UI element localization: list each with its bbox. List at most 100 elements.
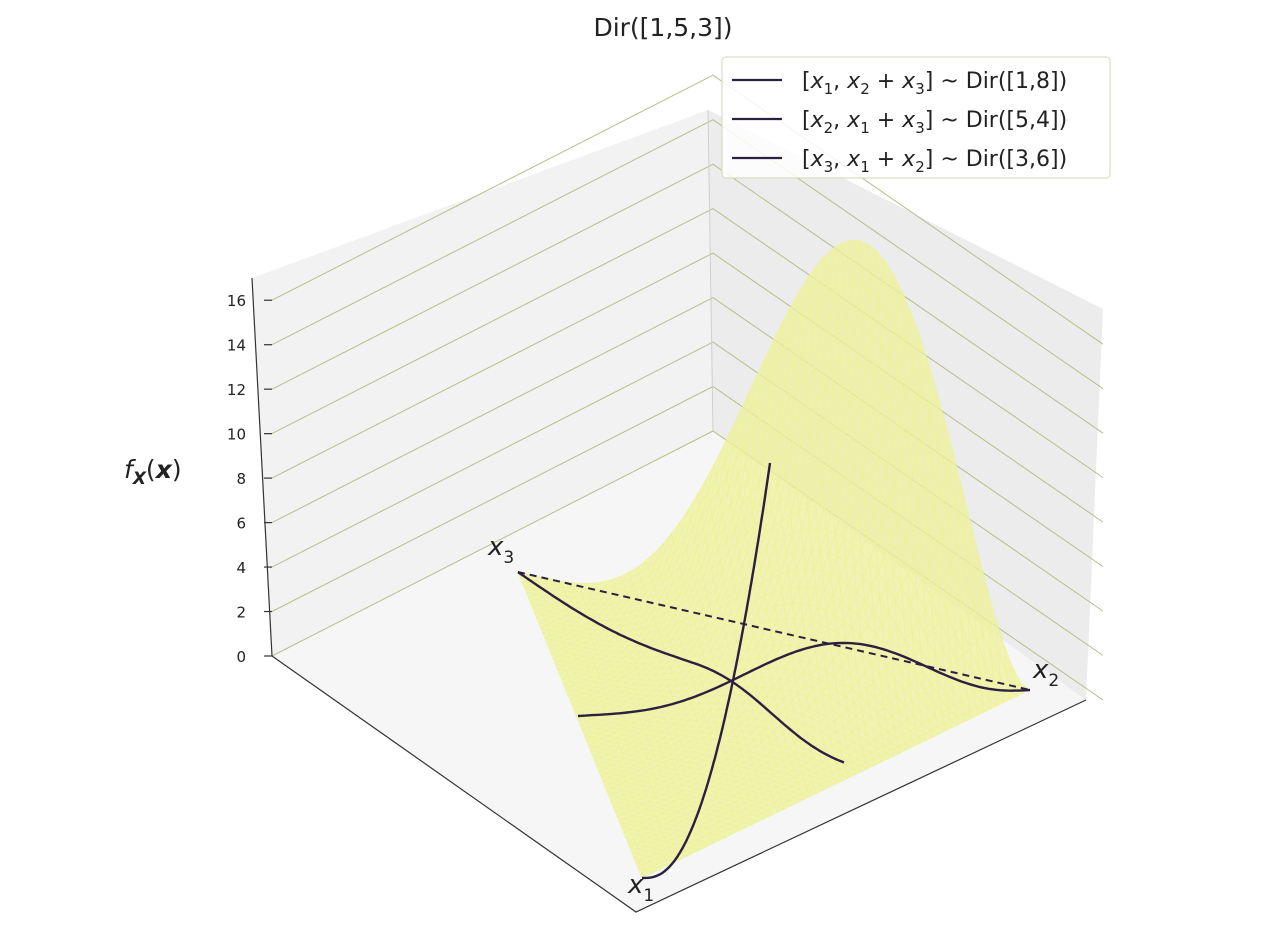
legend-entry: [x1, x2 + x3] ~ Dir([1,8]): [802, 69, 1067, 98]
legend-entry-part: 1: [860, 119, 870, 137]
surface-facet: [878, 755, 889, 763]
legend-entry-part: x: [901, 108, 916, 133]
surface-facet: [969, 709, 979, 719]
surface-facet: [697, 844, 708, 851]
surface-facet: [684, 850, 695, 857]
surface-facet: [710, 837, 721, 844]
surface-facet: [801, 793, 811, 801]
surface-facet: [723, 831, 734, 838]
legend-entry-part: x: [810, 69, 825, 94]
z-tick-label: 6: [236, 515, 246, 533]
axis-frame: [251, 277, 1087, 913]
surface-facet: [995, 696, 1005, 707]
grid-line: [271, 74, 1104, 345]
z-tick-label: 2: [236, 604, 246, 622]
legend-entry-part: 1: [824, 80, 834, 98]
surface-facet: [943, 723, 954, 732]
left-pane: [252, 110, 713, 656]
legend-entry-part: +: [870, 147, 902, 172]
grid-line: [271, 208, 1104, 479]
legend-entry-part: 2: [824, 119, 834, 137]
surface-facet: [859, 765, 870, 772]
surface-facet: [936, 726, 947, 735]
legend-entry-part: x: [846, 108, 861, 133]
surface-facet: [949, 719, 960, 729]
legend: [x1, x2 + x3] ~ Dir([1,8])[x2, x1 + x3] …: [721, 56, 1111, 179]
z-tick-label: 16: [227, 292, 246, 310]
floor-edges: [271, 655, 1087, 913]
surface-facet: [749, 819, 760, 826]
marginal-curves: [517, 462, 1031, 880]
surface-facet: [1001, 692, 1012, 703]
surface-facet: [691, 847, 702, 854]
z-tick-label: 0: [236, 648, 246, 666]
legend-entry-part: 3: [915, 119, 925, 137]
surface-facet: [717, 834, 728, 841]
legend-entry-part: [: [802, 69, 811, 94]
series-line-1: [641, 462, 772, 880]
legend-entry-part: [: [802, 108, 811, 133]
legend-box: [721, 56, 1111, 179]
surface-facet: [775, 806, 786, 813]
legend-entry-part: x: [901, 69, 916, 94]
surface-facet: [736, 825, 747, 832]
z-axis-label-paren: (: [146, 455, 156, 484]
chart-title: Dir([1,5,3]): [593, 13, 732, 42]
grid-line: [271, 252, 1104, 523]
grid-line: [271, 297, 1104, 568]
legend-entry-part: x: [846, 147, 861, 172]
legend-entry-part: x: [901, 147, 916, 172]
legend-entry-part: ,: [833, 147, 847, 172]
surface-facet: [768, 809, 779, 816]
legend-entry-part: +: [870, 108, 902, 133]
vertex-label-sub: 2: [1048, 671, 1059, 691]
legend-entry-part: 1: [860, 158, 870, 176]
legend-entry-part: x: [846, 69, 861, 94]
legend-entry-part: 3: [915, 80, 925, 98]
surface-facet: [639, 872, 650, 879]
surface-facet: [924, 732, 934, 741]
grid-line: [271, 119, 1104, 390]
grid-line: [271, 163, 1104, 434]
surface-facet: [988, 699, 999, 710]
surface-facet: [839, 774, 850, 782]
surface-facet: [911, 739, 921, 747]
vertex-label-sub: 1: [643, 886, 654, 906]
legend-entry: [x3, x1 + x2] ~ Dir([3,6]): [802, 147, 1067, 176]
z-axis-label-var: x: [154, 455, 173, 484]
z-axis-label: fX(x): [124, 455, 182, 489]
back-edge: [707, 109, 714, 432]
legend-entry-part: [: [802, 147, 811, 172]
surface-facet: [820, 784, 831, 791]
surface-facet: [962, 713, 973, 722]
legend-entry: [x2, x1 + x3] ~ Dir([5,4]): [802, 108, 1067, 137]
surface-facet: [788, 800, 799, 807]
surface-facet: [645, 869, 656, 876]
surface-facet: [872, 758, 883, 766]
surface-facet: [762, 812, 773, 819]
z-tick-label: 10: [227, 426, 246, 444]
surface-facet: [814, 787, 824, 794]
z-tick-label: 12: [227, 381, 246, 399]
surface-facet: [833, 778, 844, 785]
surface-facet: [982, 703, 992, 713]
surface-facet: [755, 816, 766, 823]
legend-entry-part: 2: [915, 158, 925, 176]
z-axis-label-paren-close: ): [172, 455, 182, 484]
legend-entry-part: 3: [824, 158, 834, 176]
legend-entry-part: 2: [860, 80, 870, 98]
surface-facet: [781, 803, 792, 810]
surface-facet: [652, 866, 663, 873]
vertex-label-sub: 3: [503, 548, 514, 568]
surface-facet: [865, 762, 876, 769]
surface-facet: [846, 771, 857, 779]
legend-entry-part: ] ~ Dir([3,6]): [925, 147, 1067, 172]
grid-line: [271, 341, 1104, 612]
legend-entry-part: +: [870, 69, 902, 94]
surface-facet: [730, 828, 740, 835]
surface-facet: [975, 706, 986, 716]
surface-facet: [956, 716, 966, 725]
series-line-2: [577, 641, 1031, 718]
legend-entry-part: x: [810, 108, 825, 133]
